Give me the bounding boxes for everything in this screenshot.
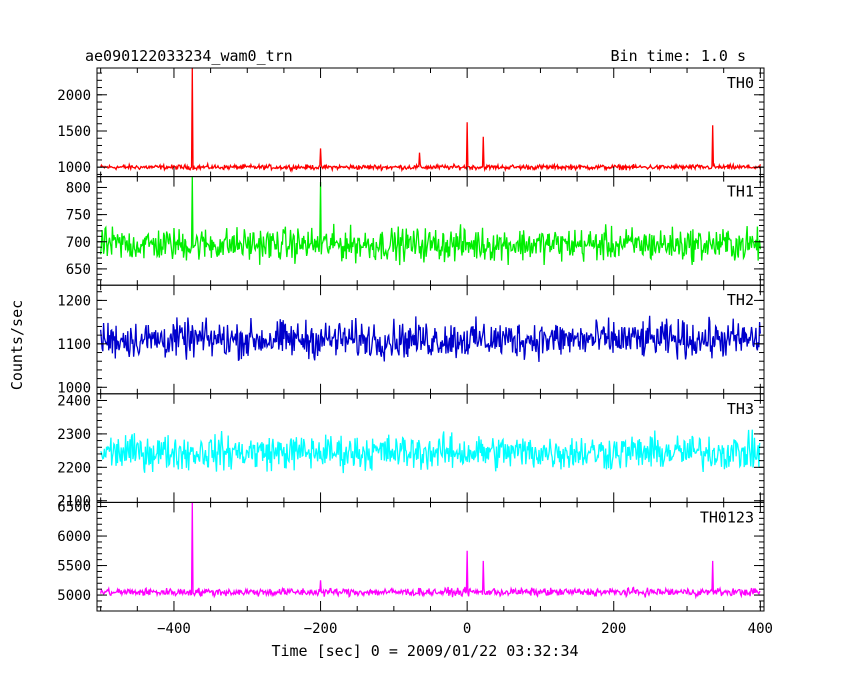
y-tick-label: 6500 [57, 500, 91, 516]
x-tick-label: 400 [748, 621, 773, 637]
y-axis-label: Counts/sec [8, 300, 26, 390]
panel-name-label: TH3 [727, 400, 754, 418]
y-tick-label: 1000 [57, 160, 91, 176]
panel-name-label: TH0123 [700, 508, 754, 526]
y-tick-label: 650 [66, 262, 91, 278]
y-tick-label: 2100 [57, 494, 91, 510]
panel-name-label: TH0 [727, 74, 754, 92]
panel-frame [96, 67, 765, 178]
panel-th0123: 5000 5500 6000 6500 TH0123 [57, 500, 765, 612]
y-tick-label: 1200 [57, 293, 91, 309]
y-tick-label: 5000 [57, 588, 91, 604]
chart-title: ae090122033234_wam0_trn [85, 47, 293, 65]
panel-name-label: TH2 [727, 291, 754, 309]
x-tick-label: 0 [463, 621, 471, 637]
series-line-th0 [100, 68, 761, 174]
panel-th1: 650 700 750 800 TH1 [66, 176, 765, 286]
panel-th0: 1000 1500 2000 TH0 [57, 67, 765, 178]
series-line-th1 [100, 176, 761, 266]
series-line-th0123 [100, 502, 761, 600]
y-tick-label: 2300 [57, 427, 91, 443]
panels-group: 1000 1500 2000 TH0 650 700 750 800 TH1 1000 1100 12… [57, 67, 765, 612]
x-tick-label: 200 [601, 621, 626, 637]
y-tick-label: 750 [66, 208, 91, 224]
y-tick-label: 1500 [57, 124, 91, 140]
x-tick-label: −200 [304, 621, 338, 637]
y-tick-label: 2200 [57, 460, 91, 476]
panel-frame [96, 176, 765, 286]
y-tick-label: 2400 [57, 393, 91, 409]
chart-subtitle: Bin time: 1.0 s [611, 47, 746, 65]
y-tick-label: 2000 [57, 88, 91, 104]
series-line-th2 [100, 315, 761, 362]
series-line-th3 [100, 429, 761, 474]
x-axis-label: Time [sec] 0 = 2009/01/22 03:32:34 [271, 642, 578, 660]
panel-th3: 2100 2200 2300 2400 TH3 [57, 393, 765, 510]
y-tick-label: 800 [66, 180, 91, 196]
x-axis-ticks: −400 −200 0 200 400 [157, 621, 773, 637]
x-tick-label: −400 [157, 621, 191, 637]
y-tick-label: 6000 [57, 529, 91, 545]
y-tick-label: 700 [66, 235, 91, 251]
panel-th2: 1000 1100 1200 TH2 [57, 284, 765, 396]
y-tick-label: 1100 [57, 337, 91, 353]
y-tick-label: 1000 [57, 380, 91, 396]
y-tick-label: 5500 [57, 559, 91, 575]
panel-name-label: TH1 [727, 183, 754, 201]
